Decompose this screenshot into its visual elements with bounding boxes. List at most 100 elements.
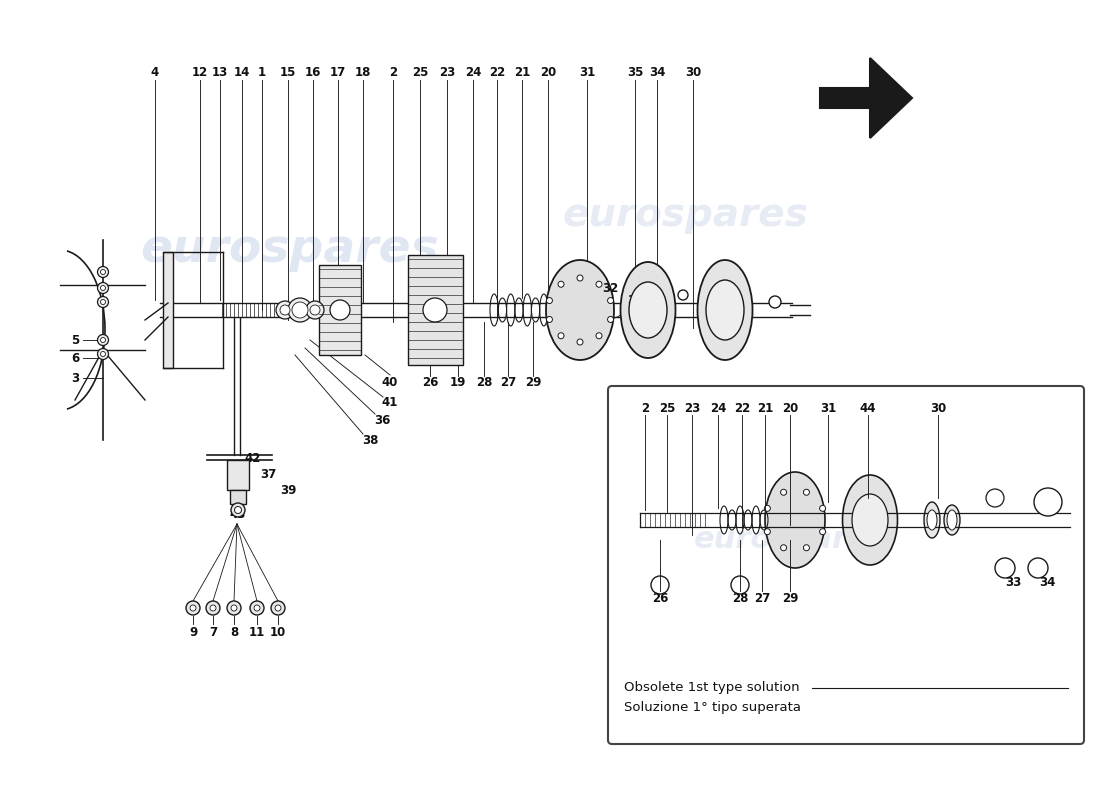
Circle shape — [310, 305, 320, 315]
Ellipse shape — [764, 472, 825, 568]
Circle shape — [607, 298, 614, 303]
Text: 34: 34 — [649, 66, 666, 78]
Circle shape — [280, 305, 290, 315]
Text: 4: 4 — [151, 66, 160, 78]
Circle shape — [781, 545, 786, 550]
Text: 43: 43 — [230, 509, 246, 522]
Circle shape — [210, 605, 216, 611]
Bar — [163, 252, 173, 368]
Text: 28: 28 — [476, 377, 492, 390]
Circle shape — [732, 576, 749, 594]
Text: 8: 8 — [230, 626, 238, 638]
Text: 22: 22 — [488, 66, 505, 78]
Text: 33: 33 — [627, 294, 644, 306]
Circle shape — [227, 601, 241, 615]
Circle shape — [820, 529, 826, 534]
Circle shape — [1034, 488, 1062, 516]
Text: 37: 37 — [260, 469, 276, 482]
Text: 22: 22 — [734, 402, 750, 414]
Text: Soluzione 1° tipo superata: Soluzione 1° tipo superata — [624, 702, 801, 714]
Text: 26: 26 — [421, 377, 438, 390]
Text: 6: 6 — [70, 351, 79, 365]
Circle shape — [803, 545, 810, 550]
Text: 18: 18 — [355, 66, 371, 78]
Circle shape — [288, 298, 312, 322]
FancyBboxPatch shape — [608, 386, 1084, 744]
Text: 30: 30 — [930, 402, 946, 414]
Text: 27: 27 — [499, 377, 516, 390]
Text: 40: 40 — [382, 377, 398, 390]
Text: 15: 15 — [279, 66, 296, 78]
Text: 24: 24 — [710, 402, 726, 414]
Circle shape — [596, 282, 602, 287]
Text: 41: 41 — [382, 397, 398, 410]
Text: 31: 31 — [820, 402, 836, 414]
Circle shape — [206, 601, 220, 615]
Circle shape — [996, 558, 1015, 578]
Text: 26: 26 — [652, 591, 668, 605]
Text: eurospares: eurospares — [562, 196, 807, 234]
Text: 24: 24 — [465, 66, 481, 78]
Text: 19: 19 — [450, 377, 466, 390]
Text: eurospares: eurospares — [694, 526, 887, 554]
Text: 2: 2 — [641, 402, 649, 414]
Circle shape — [678, 290, 688, 300]
Circle shape — [558, 333, 564, 338]
Circle shape — [330, 300, 350, 320]
Text: 23: 23 — [439, 66, 455, 78]
Ellipse shape — [924, 502, 940, 538]
Circle shape — [803, 490, 810, 495]
Text: 11: 11 — [249, 626, 265, 638]
Text: 23: 23 — [684, 402, 700, 414]
Circle shape — [186, 601, 200, 615]
Text: 20: 20 — [540, 66, 557, 78]
Circle shape — [292, 302, 308, 318]
Polygon shape — [820, 58, 912, 138]
Circle shape — [596, 333, 602, 338]
Text: 39: 39 — [279, 483, 296, 497]
Text: eurospares: eurospares — [141, 227, 439, 273]
Ellipse shape — [843, 475, 898, 565]
Circle shape — [547, 298, 552, 303]
Circle shape — [250, 601, 264, 615]
Text: 5: 5 — [70, 334, 79, 346]
Circle shape — [100, 270, 106, 274]
Circle shape — [306, 301, 324, 319]
Bar — [227, 460, 249, 490]
Circle shape — [547, 317, 552, 322]
Text: 9: 9 — [189, 626, 197, 638]
Text: 17: 17 — [330, 66, 346, 78]
Text: 44: 44 — [860, 402, 877, 414]
Text: 31: 31 — [579, 66, 595, 78]
Ellipse shape — [852, 494, 888, 546]
Circle shape — [234, 506, 242, 514]
Circle shape — [100, 351, 106, 357]
Text: 3: 3 — [70, 371, 79, 385]
Text: 42: 42 — [245, 451, 261, 465]
Ellipse shape — [629, 282, 667, 338]
Text: 10: 10 — [270, 626, 286, 638]
Text: 38: 38 — [362, 434, 378, 446]
Circle shape — [100, 286, 106, 290]
Circle shape — [100, 338, 106, 342]
Ellipse shape — [697, 260, 752, 360]
Circle shape — [275, 605, 280, 611]
Circle shape — [98, 282, 109, 294]
Ellipse shape — [947, 510, 957, 530]
Text: 21: 21 — [757, 402, 773, 414]
Text: 7: 7 — [209, 626, 217, 638]
Bar — [230, 490, 246, 504]
Text: 13: 13 — [212, 66, 228, 78]
Circle shape — [100, 299, 106, 305]
Text: 33: 33 — [1005, 575, 1021, 589]
Circle shape — [1028, 558, 1048, 578]
Text: 32: 32 — [602, 282, 618, 294]
Circle shape — [424, 298, 447, 322]
Text: 30: 30 — [685, 66, 701, 78]
Circle shape — [986, 489, 1004, 507]
Text: 34: 34 — [1038, 575, 1055, 589]
Circle shape — [651, 576, 669, 594]
Circle shape — [98, 266, 109, 278]
Text: 12: 12 — [191, 66, 208, 78]
Text: 28: 28 — [732, 591, 748, 605]
